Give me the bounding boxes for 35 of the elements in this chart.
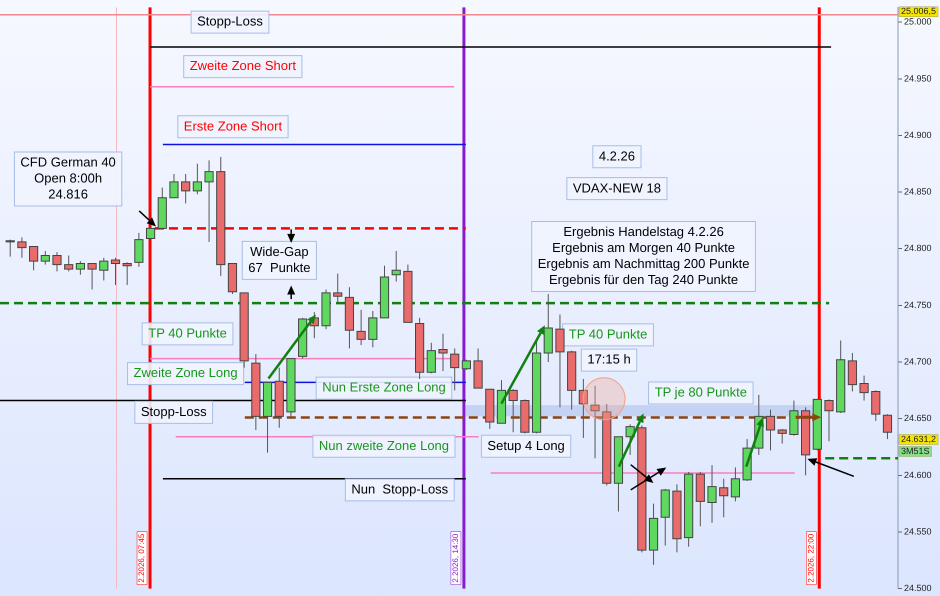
annotation: VDAX-NEW 18 [572, 180, 661, 196]
annotation: Nun Erste Zone Long [322, 380, 446, 395]
annotation: Erste Zone Short [184, 118, 282, 134]
annotation: 17:15 h [587, 352, 631, 367]
annotation: Stopp-Loss [197, 14, 264, 29]
y-tick-label: 25.000 [904, 16, 932, 27]
y-tick-label: 24.500 [904, 583, 932, 594]
y-tick-label: 24.950 [904, 73, 932, 84]
annotation: Nun zweite Zone Long [318, 438, 450, 453]
y-tick-label: 24.850 [904, 186, 932, 197]
annotation: Zweite Zone Long [134, 365, 238, 380]
annotation: Zweite Zone Short [190, 58, 296, 74]
annotation: Nun Stopp-Loss [351, 481, 449, 496]
annotation: CFD German 40 Open 8:00h 24.816 [20, 154, 116, 202]
annotation: 4.2.26 [598, 148, 635, 164]
y-tick-label: 24.600 [904, 470, 932, 480]
annotation: TP 40 Punkte [568, 326, 648, 342]
y-tick-label: 24.550 [904, 526, 932, 536]
annotation: 2.2026, 14:30 [451, 533, 460, 583]
annotation: Wide-Gap 67 Punkte [248, 244, 310, 275]
annotation: 2.2026, 07:45 [137, 533, 146, 583]
text: 24.631,2 [901, 434, 936, 444]
annotation: TP je 80 Punkte [654, 384, 747, 400]
ref-line-label: 25.006,5 [901, 6, 936, 16]
y-tick-label: 24.900 [904, 130, 932, 140]
annotation: TP 40 Punkte [148, 326, 227, 341]
y-tick-label: 24.700 [904, 356, 932, 366]
annotation: Setup 4 Long [487, 438, 565, 453]
annotation: 2.2026, 22:00 [806, 533, 816, 583]
annotation: Stopp-Loss [140, 404, 208, 419]
text: 3M51S [901, 446, 930, 456]
y-tick-label: 24.750 [904, 300, 932, 310]
y-tick-label: 24.800 [904, 243, 932, 254]
annotation: Ergebnis Handelstag 4.2.26 Ergebnis am Morgen 40 Punkte Ergebnis am Nachmittag 200 Punkte Ergebnis für den Tag 240 Punkte [538, 224, 750, 288]
y-tick-label: 24.650 [904, 413, 932, 424]
